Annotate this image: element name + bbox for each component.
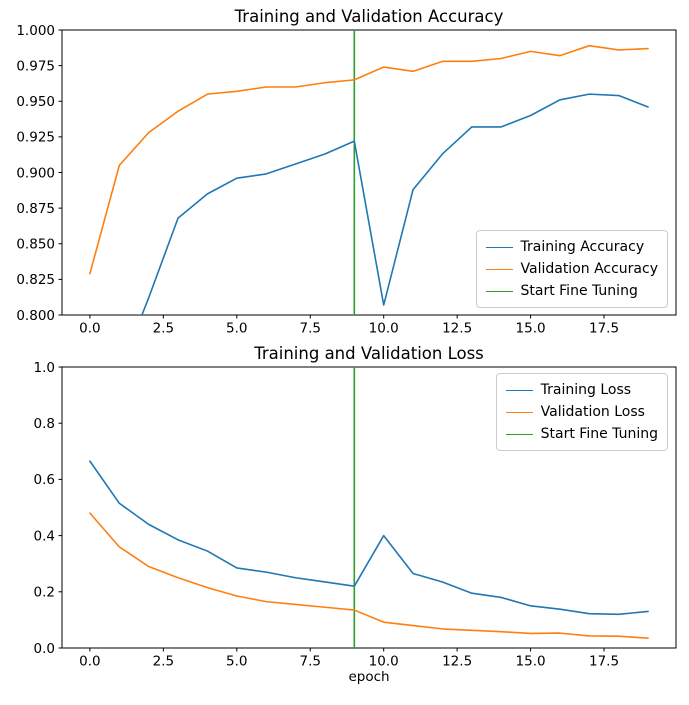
legend-entry: Training Loss <box>505 379 658 401</box>
y-tick-label: 0.950 <box>16 94 55 110</box>
accuracy-legend: Training Accuracy Validation Accuracy Star… <box>475 230 668 308</box>
legend-label: Validation Accuracy <box>520 261 659 277</box>
y-tick-label: 0.800 <box>16 308 55 324</box>
y-tick-label: 0.8 <box>34 416 55 432</box>
legend-label: Start Fine Tuning <box>520 283 638 299</box>
series-line <box>89 460 649 616</box>
y-tick-label: 0.875 <box>16 201 55 217</box>
legend-line-icon <box>485 290 513 292</box>
x-tick-label: 17.5 <box>589 321 619 337</box>
y-tick-label: 1.000 <box>16 23 55 39</box>
legend-line-icon <box>485 246 513 248</box>
x-axis-label: epoch <box>348 669 389 685</box>
plot-border <box>61 366 677 649</box>
legend-entry: Validation Accuracy <box>485 258 659 280</box>
y-tick-label: 0.850 <box>16 237 55 253</box>
y-tick-label: 0.0 <box>34 641 55 657</box>
x-tick-label: 5.0 <box>226 321 247 337</box>
x-tick-label: 10.0 <box>369 321 399 337</box>
legend-line-icon <box>505 433 533 435</box>
chart-title: Training and Validation Loss <box>253 344 484 363</box>
y-tick-label: 0.900 <box>16 165 55 181</box>
legend-line-icon <box>485 268 513 270</box>
x-tick-label: 2.5 <box>153 654 174 670</box>
x-tick-label: 12.5 <box>442 321 472 337</box>
legend-label: Validation Loss <box>540 404 645 420</box>
x-tick-label: 7.5 <box>300 654 321 670</box>
x-tick-label: 15.0 <box>516 321 546 337</box>
legend-line-icon <box>505 389 533 391</box>
y-tick-label: 0.6 <box>34 472 55 488</box>
x-tick-label: 17.5 <box>589 654 619 670</box>
legend-label: Training Accuracy <box>520 239 645 255</box>
legend-label: Start Fine Tuning <box>540 426 658 442</box>
y-tick-label: 0.825 <box>16 272 55 288</box>
legend-entry: Validation Loss <box>505 401 658 423</box>
legend-entry: Training Accuracy <box>485 236 659 258</box>
y-tick-label: 0.4 <box>34 528 55 544</box>
x-tick-label: 5.0 <box>226 654 247 670</box>
x-tick-label: 7.5 <box>300 321 321 337</box>
legend-line-icon <box>505 411 533 413</box>
legend-entry: Start Fine Tuning <box>485 280 659 302</box>
y-tick-label: 1.0 <box>34 360 55 376</box>
x-tick-label: 15.0 <box>516 654 546 670</box>
x-tick-label: 12.5 <box>442 654 472 670</box>
x-tick-label: 0.0 <box>79 654 100 670</box>
series-line <box>89 512 649 639</box>
y-tick-label: 0.975 <box>16 58 55 74</box>
x-tick-label: 2.5 <box>153 321 174 337</box>
legend-entry: Start Fine Tuning <box>505 423 658 445</box>
loss-legend: Training Loss Validation Loss Start Fine T… <box>495 373 668 451</box>
legend-label: Training Loss <box>540 382 632 398</box>
series-line <box>89 44 649 275</box>
x-tick-label: 10.0 <box>369 654 399 670</box>
y-tick-label: 0.925 <box>16 130 55 146</box>
chart-title: Training and Validation Accuracy <box>234 7 504 26</box>
series-line <box>141 93 649 315</box>
x-tick-label: 0.0 <box>79 321 100 337</box>
y-tick-label: 0.2 <box>34 585 55 601</box>
